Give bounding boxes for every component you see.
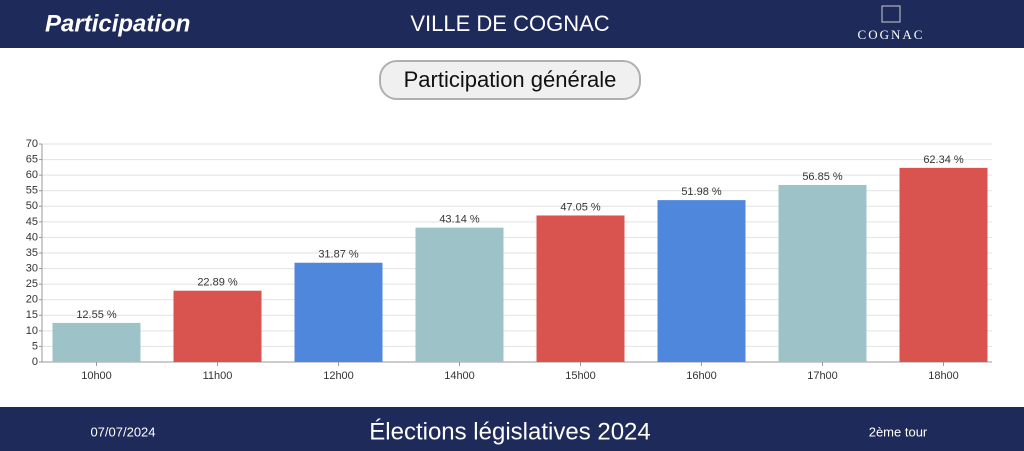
header-bar xyxy=(0,0,1024,48)
y-tick-label: 50 xyxy=(26,200,38,212)
footer-bar xyxy=(0,407,1024,451)
chart-title: Participation générale xyxy=(404,67,617,92)
y-tick-label: 30 xyxy=(26,262,38,274)
footer-date: 07/07/2024 xyxy=(90,424,155,439)
bar xyxy=(294,262,383,362)
y-tick-label: 70 xyxy=(26,138,38,150)
footer-round: 2ème tour xyxy=(869,424,928,439)
x-tick-label: 11h00 xyxy=(203,370,233,382)
x-tick-label: 10h00 xyxy=(81,370,112,382)
y-tick-label: 40 xyxy=(26,231,38,243)
value-label: 51.98 % xyxy=(681,186,722,198)
y-tick-label: 60 xyxy=(26,169,38,181)
logo-emblem xyxy=(881,5,901,23)
logo-text: COGNAC xyxy=(858,27,925,42)
y-tick-label: 25 xyxy=(26,278,38,290)
city-title: VILLE DE COGNAC xyxy=(410,11,609,36)
bar xyxy=(657,200,746,362)
y-tick-label: 15 xyxy=(26,309,38,321)
bar xyxy=(52,322,141,362)
y-tick-label: 35 xyxy=(26,247,38,259)
value-label: 62.34 % xyxy=(923,154,964,166)
bar xyxy=(173,290,262,362)
bar xyxy=(778,184,867,362)
x-tick-label: 16h00 xyxy=(686,370,717,382)
x-tick-label: 14h00 xyxy=(444,370,475,382)
y-tick-label: 10 xyxy=(26,325,38,337)
y-tick-label: 0 xyxy=(32,356,38,368)
chart-title-box xyxy=(379,60,641,100)
y-tick-label: 65 xyxy=(26,153,38,165)
value-label: 22.89 % xyxy=(197,277,238,289)
footer-election: Élections législatives 2024 xyxy=(369,418,651,445)
value-label: 43.14 % xyxy=(439,214,480,226)
y-tick-label: 55 xyxy=(26,185,38,197)
bar xyxy=(415,227,504,362)
value-label: 56.85 % xyxy=(802,171,843,183)
x-tick-label: 15h00 xyxy=(565,370,596,382)
section-title: Participation xyxy=(45,10,190,37)
bar xyxy=(899,167,988,362)
value-label: 12.55 % xyxy=(76,309,117,321)
y-tick-label: 20 xyxy=(26,294,38,306)
value-label: 47.05 % xyxy=(560,201,601,213)
x-tick-label: 12h00 xyxy=(323,370,354,382)
y-tick-label: 45 xyxy=(26,216,38,228)
x-tick-label: 17h00 xyxy=(807,370,838,382)
y-tick-label: 5 xyxy=(32,340,38,352)
value-label: 31.87 % xyxy=(318,249,359,261)
bar xyxy=(536,215,625,362)
x-tick-label: 18h00 xyxy=(928,370,959,382)
